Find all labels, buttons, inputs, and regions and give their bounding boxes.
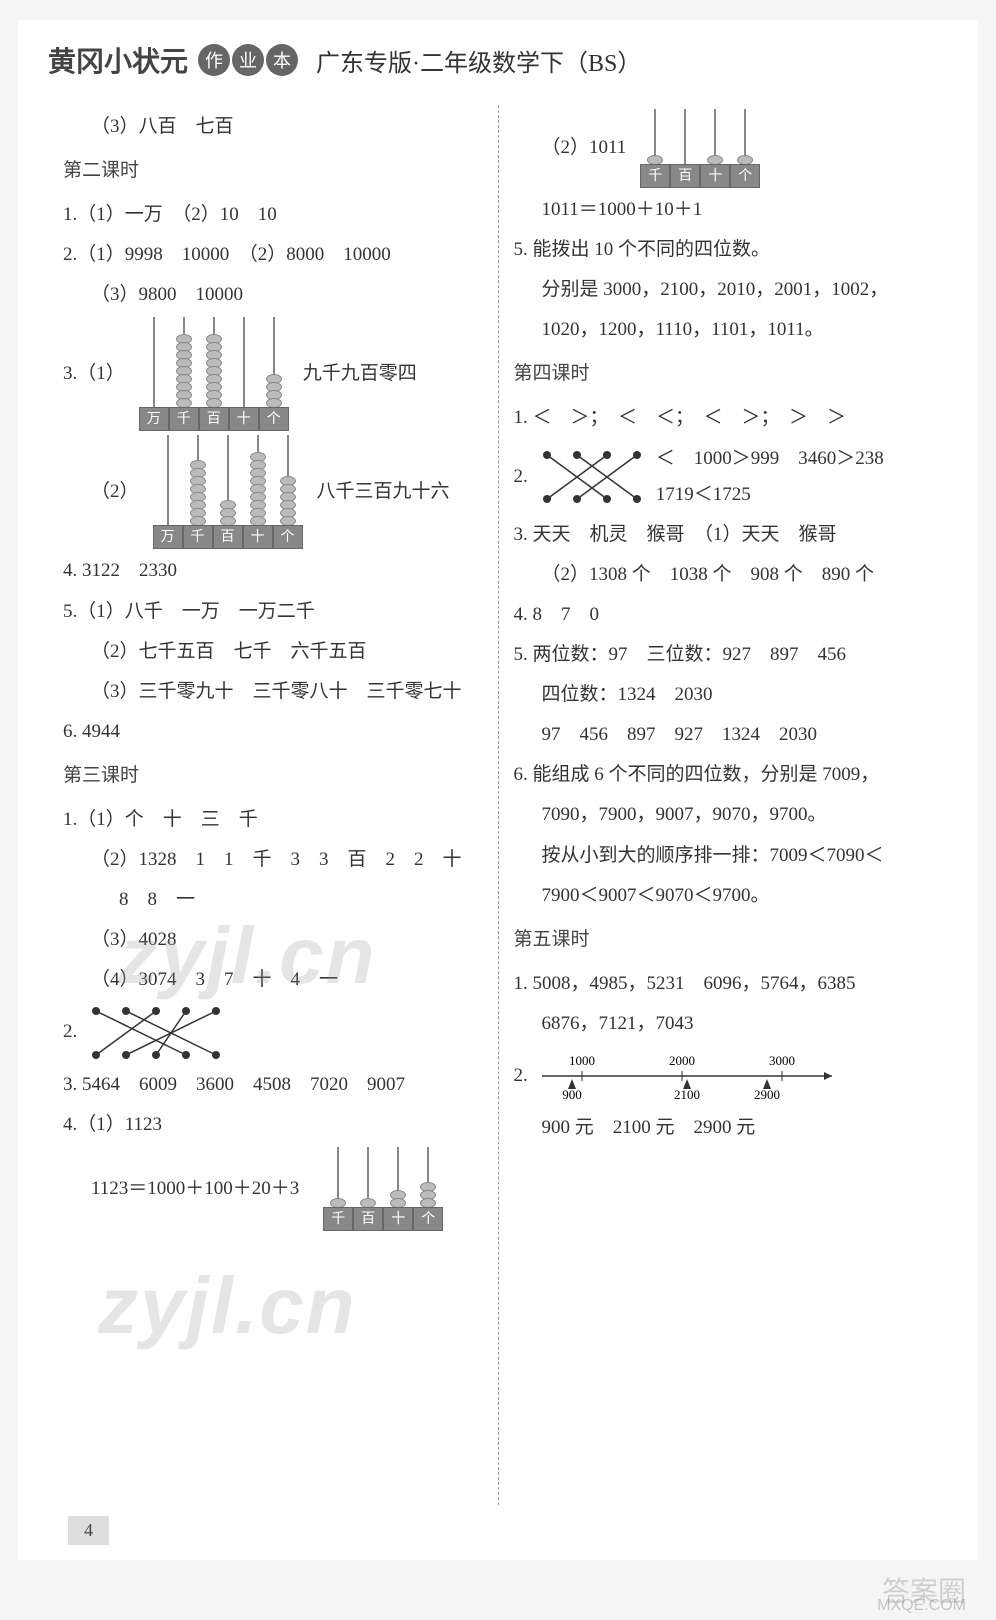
l2-3-1-prefix: 3.（1） <box>63 356 125 392</box>
l3-1-2b: 8 8 一 <box>63 882 483 918</box>
l4-2-text2: 1719＜1725 <box>656 477 884 513</box>
content-columns: （3）八百 七百 第二课时 1.（1）一万 （2）10 10 2.（1）9998… <box>48 105 948 1505</box>
svg-text:2900: 2900 <box>754 1087 780 1101</box>
l2-2b: （3）9800 10000 <box>63 277 483 313</box>
svg-text:900: 900 <box>562 1087 582 1101</box>
page-number: 4 <box>68 1516 109 1545</box>
l4-6b: 7090，7900，9007，9070，9700。 <box>514 797 934 833</box>
l2-3-2: （2） 万千百十个 八千三百九十六 <box>63 435 483 549</box>
l3-3: 3. 5464 6009 3600 4508 7020 9007 <box>63 1067 483 1103</box>
l2-3-2-text: 八千三百九十六 <box>317 474 450 510</box>
svg-text:1000: 1000 <box>569 1053 595 1068</box>
abacus-4: 千百十个 <box>640 109 760 188</box>
svg-text:3000: 3000 <box>769 1053 795 1068</box>
r-2b: 1011＝1000＋10＋1 <box>514 192 934 228</box>
r-5b: 分别是 3000，2100，2010，2001，1002， <box>514 272 934 308</box>
badge-1: 作 <box>198 44 230 76</box>
r-5a: 5. 能拨出 10 个不同的四位数。 <box>514 232 934 268</box>
right-column: （2）1011 千百十个 1011＝1000＋10＋1 5. 能拨出 10 个不… <box>499 105 949 1505</box>
lesson3-heading: 第三课时 <box>63 758 483 794</box>
l2-2a: 2.（1）9998 10000 （2）8000 10000 <box>63 237 483 273</box>
lesson5-heading: 第五课时 <box>514 922 934 958</box>
l2-3-1: 3.（1） 万千百十个 九千九百零四 <box>63 317 483 431</box>
abacus-1: 万千百十个 <box>139 317 289 431</box>
l5-1b: 6876，7121，7043 <box>514 1006 934 1042</box>
numberline: 1000 2000 3000 900 2100 2900 <box>532 1051 852 1101</box>
l3-1-1: 1.（1）个 十 三 千 <box>63 802 483 838</box>
l4-4: 4. 8 7 0 <box>514 597 934 633</box>
lesson4-heading: 第四课时 <box>514 356 934 392</box>
l3-1-4: （4）3074 3 7 十 4 一 <box>63 962 483 998</box>
badge-2: 业 <box>232 44 264 76</box>
matching-diagram-2 <box>532 447 652 507</box>
svg-text:2000: 2000 <box>669 1053 695 1068</box>
badge-3: 本 <box>266 44 298 76</box>
l3-4-1b-text: 1123＝1000＋100＋20＋3 <box>91 1171 299 1207</box>
l4-5a: 5. 两位数：97 三位数：927 897 456 <box>514 637 934 673</box>
l5-2: 2. 1000 2000 3000 900 2100 2900 <box>514 1046 934 1106</box>
abacus-3: 千百十个 <box>323 1147 443 1231</box>
l2-3-2-prefix: （2） <box>91 474 139 510</box>
l2-4: 4. 3122 2330 <box>63 553 483 589</box>
brand-logo: 黄冈小状元 <box>48 40 188 80</box>
l4-2: 2. ＜ 1000＞999 3460＞238 1719＜1725 <box>514 441 934 513</box>
l4-5c: 97 456 897 927 1324 2030 <box>514 717 934 753</box>
svg-text:2100: 2100 <box>674 1087 700 1101</box>
r-2: （2）1011 千百十个 <box>514 109 934 188</box>
l3-2: 2. <box>63 1003 483 1063</box>
l2-1: 1.（1）一万 （2）10 10 <box>63 197 483 233</box>
r-2-text: （2）1011 <box>542 130 627 166</box>
page-title: 广东专版·二年级数学下（BS） <box>316 43 641 78</box>
l3-1-3: （3）4028 <box>63 922 483 958</box>
matching-diagram-1 <box>81 1003 231 1063</box>
ans-3: （3）八百 七百 <box>63 109 483 145</box>
page-header: 黄冈小状元 作 业 本 广东专版·二年级数学下（BS） <box>48 40 948 80</box>
l4-2-prefix: 2. <box>514 459 528 495</box>
l2-5-3: （3）三千零九十 三千零八十 三千零七十 <box>63 674 483 710</box>
l4-3a: 3. 天天 机灵 猴哥 （1）天天 猴哥 <box>514 517 934 553</box>
l4-5b: 四位数：1324 2030 <box>514 677 934 713</box>
l2-3-1-text: 九千九百零四 <box>303 356 417 392</box>
l5-2-ans: 900 元 2100 元 2900 元 <box>514 1110 934 1146</box>
l4-6c: 按从小到大的顺序排一排：7009＜7090＜ <box>514 838 934 874</box>
l2-5-2: （2）七千五百 七千 六千五百 <box>63 634 483 670</box>
l5-2-prefix: 2. <box>514 1058 528 1094</box>
l4-1: 1. ＜ ＞； ＜ ＜； ＜ ＞； ＞ ＞ <box>514 400 934 436</box>
badge-group: 作 业 本 <box>198 44 298 76</box>
l2-6: 6. 4944 <box>63 714 483 750</box>
left-column: （3）八百 七百 第二课时 1.（1）一万 （2）10 10 2.（1）9998… <box>48 105 499 1505</box>
l2-5-1: 5.（1）八千 一万 一万二千 <box>63 594 483 630</box>
l3-2-prefix: 2. <box>63 1014 77 1050</box>
l3-1-2: （2）1328 1 1 千 3 3 百 2 2 十 <box>63 842 483 878</box>
l4-6d: 7900＜9007＜9070＜9700。 <box>514 878 934 914</box>
l5-1a: 1. 5008，4985，5231 6096，5764，6385 <box>514 966 934 1002</box>
l4-6a: 6. 能组成 6 个不同的四位数，分别是 7009， <box>514 757 934 793</box>
l3-4-1b: 1123＝1000＋100＋20＋3 千百十个 <box>63 1147 483 1231</box>
l4-3b: （2）1308 个 1038 个 908 个 890 个 <box>514 557 934 593</box>
r-5c: 1020，1200，1110，1101，1011。 <box>514 312 934 348</box>
abacus-2: 万千百十个 <box>153 435 303 549</box>
l3-4-1: 4.（1）1123 <box>63 1107 483 1143</box>
lesson2-heading: 第二课时 <box>63 153 483 189</box>
l4-2-text1: ＜ 1000＞999 3460＞238 <box>656 441 884 477</box>
